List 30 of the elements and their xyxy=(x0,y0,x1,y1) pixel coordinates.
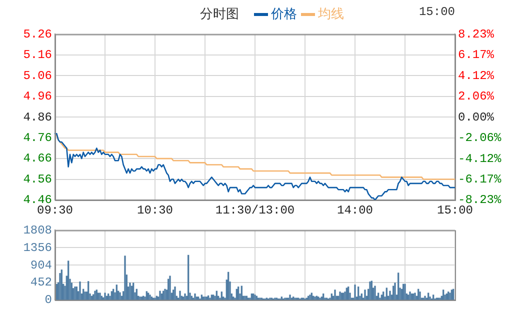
y2-tick-label: 0.00% xyxy=(458,110,495,124)
legend-label: 均线 xyxy=(318,6,344,23)
y-tick-label: 0 xyxy=(44,293,52,308)
x-tick-label: 09:30 xyxy=(36,203,74,218)
y-tick-label: 4.96 xyxy=(23,90,52,104)
y-tick-label: 4.56 xyxy=(23,172,52,186)
y-tick-label: 4.76 xyxy=(23,130,52,145)
y-tick-label: 1808 xyxy=(23,223,52,238)
y2-tick-label: -4.12% xyxy=(458,152,502,166)
y2-tick-label: 4.12% xyxy=(458,68,495,83)
x-tick-label: 14:00 xyxy=(336,203,374,218)
x-tick-label: 15:00 xyxy=(436,203,474,218)
y-tick-label: 904 xyxy=(30,258,52,272)
legend-label: 价格 xyxy=(271,6,297,23)
y2-tick-label: -2.06% xyxy=(458,131,502,146)
x-tick-label: 10:30 xyxy=(136,203,174,218)
y-tick-label: 5.16 xyxy=(23,48,52,62)
y-tick-label: 5.06 xyxy=(23,68,52,83)
y-tick-label: 452 xyxy=(30,276,52,290)
chart-title: 分时图 xyxy=(200,6,239,23)
y-tick-label: 1356 xyxy=(23,240,52,255)
y-tick-label: 5.26 xyxy=(23,27,52,42)
y-tick-label: 4.66 xyxy=(23,152,52,166)
text: 15:00 xyxy=(418,5,455,19)
y2-tick-label: 6.17% xyxy=(458,48,495,62)
y2-tick-label: -6.17% xyxy=(458,172,502,186)
y2-tick-label: 2.06% xyxy=(458,90,495,104)
x-tick-label: 11:30/13:00 xyxy=(215,203,295,218)
y2-tick-label: 8.23% xyxy=(458,27,495,42)
y-tick-label: 4.86 xyxy=(23,110,52,124)
